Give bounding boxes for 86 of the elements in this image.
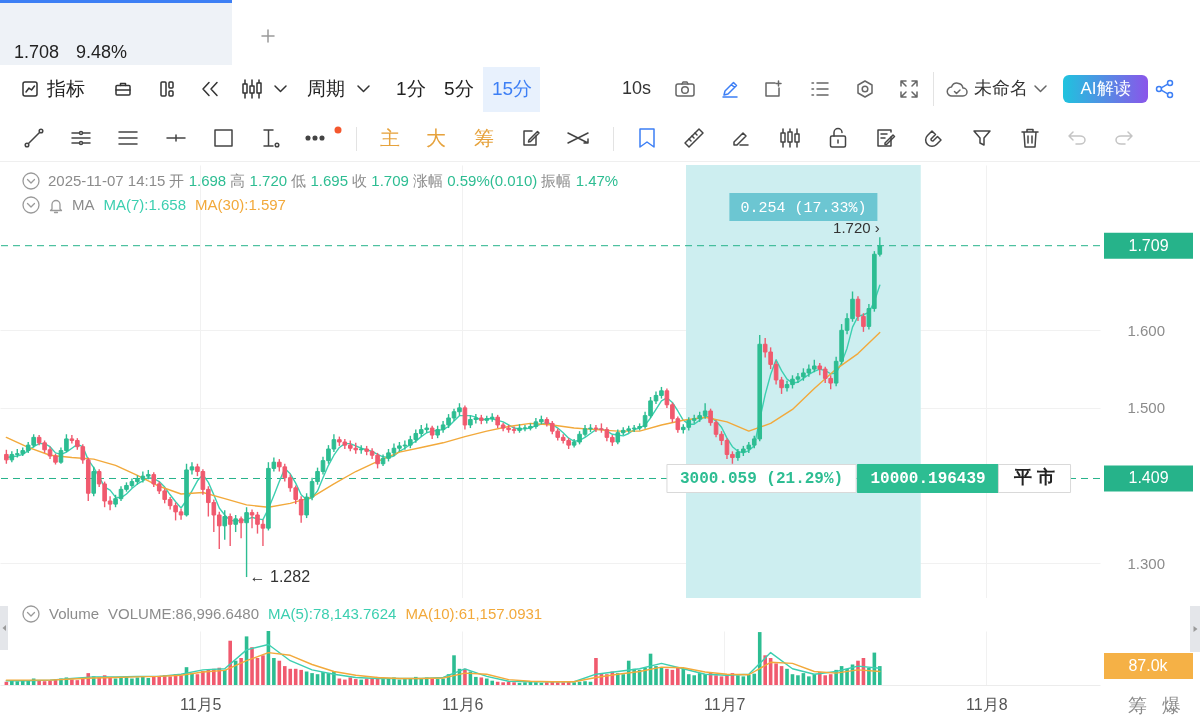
bar: [785, 668, 789, 685]
bar: [583, 681, 587, 685]
text: 筹: [474, 126, 494, 150]
bar: [736, 675, 740, 685]
bar: [572, 682, 576, 685]
candlestick: [238, 515, 244, 539]
annotation: ← 1.282: [249, 568, 311, 586]
bar: [299, 669, 303, 685]
legend-title: Volume: [49, 605, 100, 623]
bar: [867, 667, 871, 685]
x-tick-label: 11月7: [703, 695, 746, 713]
text: 2025-11-07 14:15 开 1.698 高 1.720 低 1.695 收 1.709 涨幅 0.59%(0.010) 振幅 1.47%: [48, 172, 619, 189]
bar: [353, 679, 358, 685]
bar: [130, 678, 134, 685]
bar: [310, 673, 314, 685]
bar: [239, 658, 243, 685]
bar: [845, 668, 849, 685]
bar: [523, 682, 527, 685]
candlestick: [222, 509, 228, 541]
bar: [501, 682, 505, 685]
text: 主: [380, 126, 400, 150]
text: 周期: [307, 77, 345, 101]
annotation: 1.720 ›: [833, 219, 880, 237]
text: 5分: [444, 77, 474, 101]
text: 指标: [47, 77, 85, 101]
bar: [452, 655, 456, 685]
bar: [796, 675, 800, 685]
bar: [48, 680, 52, 685]
bar: [807, 676, 811, 685]
text: VOLUME:86,996.6480: [108, 605, 259, 623]
bar: [534, 682, 538, 685]
band-label: 0.254 (17.33%): [740, 200, 867, 217]
bar: [676, 667, 680, 685]
bar: [681, 668, 686, 685]
x-tick-label: 11月5: [179, 695, 222, 713]
text: MA(7):1.658: [103, 196, 187, 214]
text: 未命名: [974, 78, 1028, 100]
annotation: 1.409: [1128, 469, 1169, 487]
text: 1分: [396, 77, 426, 101]
bar: [168, 676, 172, 685]
candlestick: [227, 512, 233, 547]
annotation: 3000.059 (21.29%): [679, 470, 844, 489]
text: 1.708: [14, 42, 60, 64]
bar: [321, 672, 325, 685]
text: 筹 爆: [1128, 694, 1182, 718]
bar: [878, 666, 882, 685]
bar: [474, 676, 478, 685]
annotation: 1.709: [1128, 236, 1169, 254]
text: 87.0k: [1128, 657, 1169, 675]
text: MA(10):61,157.0931: [405, 605, 543, 623]
bar: [654, 666, 658, 685]
annotation: 平 市: [1012, 467, 1055, 488]
bar: [228, 640, 232, 685]
bar: [757, 632, 762, 685]
y-tick-label: 1.300: [1127, 554, 1166, 572]
bar: [381, 679, 385, 685]
bar: [272, 658, 276, 685]
bar: [359, 679, 364, 685]
text: MA(30):1.597: [195, 196, 286, 214]
y-tick-label: 1.500: [1127, 399, 1166, 417]
candlestick: [244, 506, 249, 578]
bar: [119, 677, 123, 685]
button: AI解读: [1063, 75, 1148, 103]
bar: [714, 675, 718, 685]
text: 10s: [622, 78, 652, 100]
x-tick-label: 11月6: [441, 695, 484, 713]
candlestick: [462, 404, 468, 431]
bar: [665, 668, 669, 685]
annotation: 10000.196439: [870, 470, 986, 489]
text: 15分: [492, 77, 533, 101]
bar: [403, 679, 407, 685]
bar: [703, 674, 707, 685]
x-tick-label: 11月8: [966, 695, 1008, 713]
legend-title: MA: [72, 196, 95, 214]
y-tick-label: 1.600: [1127, 321, 1166, 339]
bar: [512, 682, 516, 685]
bar: [643, 667, 647, 685]
text: 大: [426, 126, 446, 150]
bar: [222, 669, 227, 685]
series-label: MA(5):78,143.7624: [267, 605, 397, 623]
bar: [250, 647, 254, 685]
bar: [261, 655, 265, 685]
bar: [774, 663, 778, 685]
text: 9.48%: [76, 42, 128, 64]
bar: [70, 679, 74, 685]
candlestick: [91, 466, 97, 498]
